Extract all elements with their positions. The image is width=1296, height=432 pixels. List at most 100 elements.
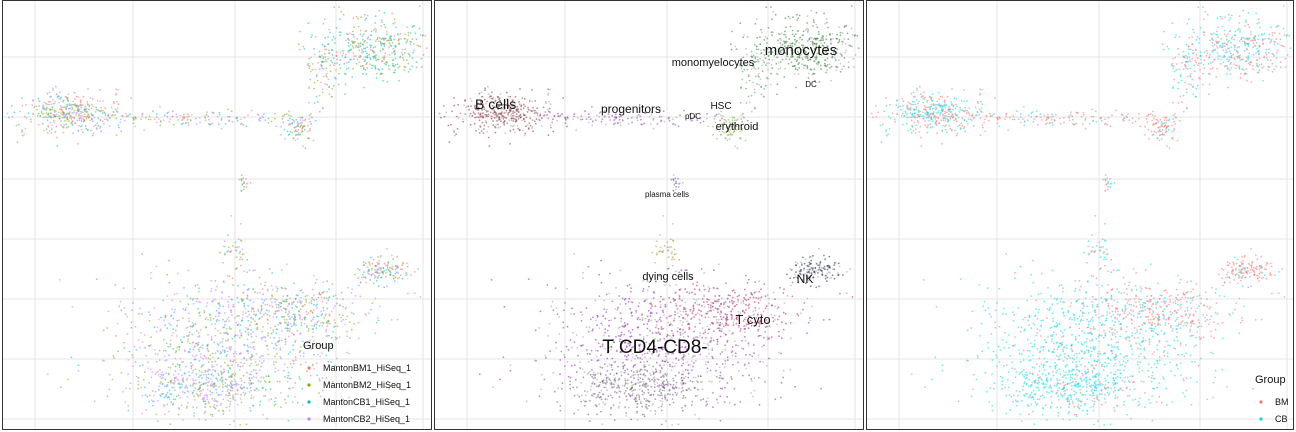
data-point (284, 287, 286, 290)
data-point (231, 364, 233, 367)
data-point (218, 319, 221, 322)
data-point (235, 384, 238, 387)
data-point (630, 350, 632, 353)
data-point (486, 85, 489, 88)
data-point (461, 118, 464, 121)
data-point (803, 302, 806, 304)
data-point (207, 400, 210, 403)
data-point (318, 94, 321, 97)
data-point (326, 307, 329, 310)
data-point (327, 36, 329, 38)
data-point (498, 105, 501, 108)
data-point (764, 35, 767, 38)
data-point (757, 72, 760, 75)
data-point (102, 359, 104, 362)
data-point (667, 267, 669, 270)
data-point (215, 391, 218, 394)
data-point (745, 299, 748, 302)
data-point (300, 302, 302, 305)
data-point (133, 345, 136, 348)
data-point (206, 302, 209, 304)
data-point (629, 335, 632, 338)
data-point (809, 272, 811, 274)
data-point (256, 323, 259, 326)
data-point (810, 259, 813, 262)
data-point (654, 261, 656, 264)
data-point (794, 273, 796, 276)
data-point (137, 383, 140, 386)
data-point (515, 115, 518, 118)
data-point (213, 407, 216, 409)
data-point (393, 35, 396, 37)
data-point (204, 117, 207, 119)
data-point (297, 132, 300, 135)
data-point (756, 58, 759, 61)
data-point (274, 371, 277, 373)
data-point (280, 286, 283, 289)
data-point (204, 410, 207, 413)
data-point (787, 46, 789, 48)
data-point (522, 112, 525, 115)
data-point (80, 106, 83, 109)
data-point (659, 246, 662, 249)
data-point (781, 321, 783, 324)
data-point (322, 322, 325, 325)
data-point (811, 43, 814, 45)
data-point (726, 139, 729, 142)
data-point (226, 339, 229, 342)
data-point (743, 325, 745, 327)
data-point (760, 86, 763, 89)
legend-title: Group (303, 340, 334, 352)
data-point (480, 91, 483, 94)
data-point (307, 330, 310, 332)
data-point (447, 124, 450, 127)
data-point (495, 112, 498, 114)
data-point (776, 56, 779, 59)
data-point (843, 65, 845, 68)
data-point (845, 49, 847, 52)
data-point (778, 351, 781, 354)
data-point (149, 368, 152, 370)
data-point (340, 320, 343, 323)
data-point (684, 269, 687, 272)
data-point (254, 361, 257, 363)
data-point (616, 308, 619, 311)
data-point (822, 45, 825, 48)
data-point (493, 117, 496, 119)
data-point (150, 336, 153, 338)
data-point (322, 306, 325, 309)
data-point (641, 413, 644, 416)
data-point (269, 388, 272, 391)
data-point (300, 321, 303, 324)
data-point (510, 113, 513, 116)
data-point (837, 274, 840, 276)
data-point (189, 297, 192, 300)
data-point (161, 382, 164, 385)
data-point (809, 256, 811, 258)
data-point (91, 120, 94, 123)
data-point (391, 254, 393, 257)
data-point (731, 308, 734, 311)
data-point (157, 353, 159, 355)
data-point (796, 50, 799, 53)
data-point (68, 107, 71, 110)
data-point (651, 251, 654, 254)
data-point (331, 61, 334, 64)
data-point (844, 42, 847, 45)
data-point (219, 305, 221, 307)
data-point (663, 337, 666, 340)
data-point (228, 367, 231, 369)
data-point (652, 117, 655, 120)
data-point (679, 331, 682, 334)
data-point (708, 352, 710, 355)
data-point (294, 139, 297, 142)
data-point (114, 108, 117, 111)
data-point (165, 372, 168, 375)
data-point (675, 270, 677, 273)
data-point (163, 355, 166, 358)
data-point (239, 424, 242, 426)
data-point (378, 262, 380, 265)
data-point (124, 313, 127, 315)
data-point (115, 117, 118, 120)
data-point (507, 112, 509, 114)
